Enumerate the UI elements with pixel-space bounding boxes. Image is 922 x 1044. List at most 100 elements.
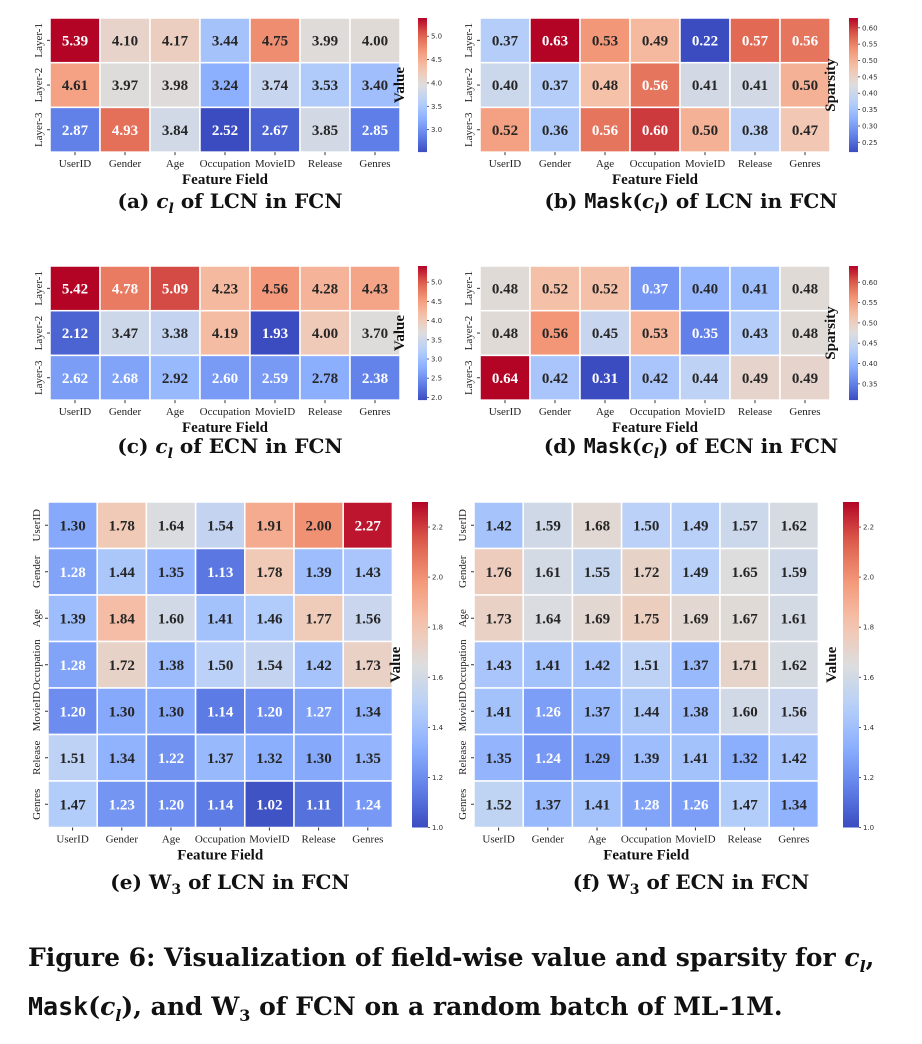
cell-value-label: 2.27 — [355, 518, 382, 534]
heatmap-cell — [293, 780, 344, 829]
subcaption-text: of ECN in FCN — [646, 870, 810, 894]
cell-value-label: 1.56 — [355, 611, 382, 627]
y-tick-label: Layer-2 — [33, 68, 45, 103]
cell-value-label: 1.42 — [584, 658, 610, 674]
heatmap-cell — [719, 780, 770, 829]
cell-value-label: 3.85 — [312, 123, 338, 139]
colorbar-tick-label: 3.5 — [431, 103, 442, 111]
heatmap-cell — [522, 733, 574, 782]
cell-value-label: 3.97 — [112, 78, 139, 94]
cell-value-label: 1.50 — [633, 518, 659, 534]
subcaption-label: (f) — [572, 870, 601, 894]
x-tick-label: Release — [738, 158, 772, 170]
cell-value-label: 4.17 — [162, 33, 189, 49]
cell-value-label: 0.38 — [742, 123, 768, 139]
heatmap-cell — [299, 265, 351, 312]
cell-value-label: 0.41 — [742, 78, 768, 94]
cell-value-label: 1.14 — [207, 704, 234, 720]
heatmap-cell — [299, 309, 351, 357]
colorbar-tick-label: 1.6 — [432, 674, 444, 682]
colorbar: 0.35 0.40 0.45 0.50 0.55 0.60 Sparsity — [823, 266, 878, 401]
heatmap-cell — [96, 501, 148, 550]
cell-value-label: 1.57 — [731, 518, 758, 534]
x-tick-label: Age — [596, 406, 614, 418]
cell-value-label: 1.59 — [535, 518, 561, 534]
heatmap-cell — [629, 354, 681, 401]
heatmap-cell — [719, 547, 770, 596]
heatmap-cell — [779, 309, 831, 357]
colorbar-tick-label: 0.60 — [862, 24, 878, 32]
cell-value-label: 4.19 — [212, 326, 238, 342]
cell-value-label: 0.53 — [642, 326, 668, 342]
heatmap-cell — [620, 547, 672, 596]
cell-value-label: 4.78 — [112, 281, 138, 297]
cell-value-label: 1.67 — [731, 611, 758, 627]
heatmap-cell — [244, 780, 295, 829]
figure-caption-mid: , and — [133, 992, 212, 1021]
cell-value-label: 4.75 — [262, 33, 288, 49]
cell-value-label: 1.24 — [355, 797, 382, 813]
x-axis-ticks: UserID Gender Age Occupation MovieID Release G… — [489, 400, 821, 418]
x-tick-label: Gender — [109, 158, 142, 170]
cell-value-label: 4.23 — [212, 281, 238, 297]
figure-caption-c-symbol-2: c — [100, 992, 116, 1021]
heatmap-cells: 1.42 1.59 1.68 1.50 1.49 1.57 1.62 1.76 1.61 1.55… — [473, 501, 820, 829]
colorbar-tick-label: 4.5 — [431, 56, 442, 64]
heatmap-c: 5.42 4.78 5.09 4.23 4.56 4.28 4.43 2.12 3.47 3.38… — [33, 265, 442, 436]
y-tick-label: UserID — [457, 509, 469, 541]
colorbar-title: Value — [392, 315, 408, 351]
heatmap-a: 5.39 4.10 4.17 3.44 4.75 3.99 4.00 4.61 3.97 3.98… — [33, 17, 442, 188]
x-axis-ticks: UserID Gender Age Occupation MovieID Release G… — [59, 152, 391, 170]
x-tick-label: UserID — [489, 406, 521, 418]
cell-value-label: 1.27 — [305, 704, 332, 720]
heatmap-cell — [620, 733, 672, 782]
figure-caption-mask: Mask — [28, 992, 89, 1021]
heatmap-cell — [249, 61, 301, 109]
cell-value-label: 0.43 — [742, 326, 768, 342]
cell-value-label: 1.43 — [485, 658, 511, 674]
cell-value-label: 0.49 — [792, 371, 818, 387]
cell-value-label: 1.75 — [633, 611, 659, 627]
heatmap-cell — [293, 547, 344, 596]
figure-caption-w-symbol: W — [211, 992, 240, 1021]
x-axis-ticks: UserID Gender Age Occupation MovieID Release G… — [482, 827, 809, 846]
heatmap-cell — [579, 354, 631, 401]
cell-value-label: 1.46 — [256, 611, 283, 627]
cell-value-label: 1.41 — [485, 704, 511, 720]
cell-value-label: 1.37 — [682, 658, 709, 674]
cell-value-label: 5.39 — [62, 33, 88, 49]
cell-value-label: 0.40 — [692, 281, 718, 297]
heatmap-cell — [679, 106, 731, 153]
cell-value-label: 1.30 — [59, 518, 85, 534]
colorbar-tick-label: 4.5 — [431, 298, 442, 306]
colorbar-tick-label: 3.5 — [431, 336, 442, 344]
y-tick-label: UserID — [31, 509, 43, 541]
heatmap-e: 1.30 1.78 1.64 1.54 1.91 2.00 2.27 1.28 1.44 1.35… — [31, 501, 444, 864]
cell-value-label: 1.02 — [256, 797, 282, 813]
subcaption-subscript: l — [167, 446, 173, 462]
heatmap-cell — [579, 61, 631, 109]
cell-value-label: 1.37 — [584, 704, 611, 720]
cell-value-label: 0.53 — [592, 33, 618, 49]
heatmap-cell — [149, 61, 201, 109]
cell-value-label: 1.71 — [731, 658, 757, 674]
x-tick-label: Genres — [359, 158, 390, 170]
subcaption-label: (b) — [544, 189, 578, 213]
cell-value-label: 2.60 — [212, 371, 238, 387]
colorbar-tick-label: 2.0 — [432, 574, 443, 582]
cell-value-label: 1.28 — [59, 565, 85, 581]
y-tick-label: Occupation — [457, 639, 469, 690]
cell-value-label: 1.38 — [158, 658, 184, 674]
heatmap-cell — [670, 594, 721, 643]
cell-value-label: 1.43 — [355, 565, 381, 581]
cell-value-label: 1.34 — [781, 797, 808, 813]
heatmap-cell — [768, 687, 820, 736]
subcaption-label: (d) — [543, 434, 577, 458]
heatmap-cells: 5.39 4.10 4.17 3.44 4.75 3.99 4.00 4.61 3.97 3.98… — [49, 17, 401, 153]
colorbar-gradient — [418, 266, 427, 401]
cell-value-label: 3.44 — [212, 33, 239, 49]
cell-value-label: 3.98 — [162, 78, 188, 94]
cell-value-label: 1.42 — [781, 751, 807, 767]
subcaption-label: (e) — [110, 870, 142, 894]
heatmap-cell — [473, 594, 524, 643]
